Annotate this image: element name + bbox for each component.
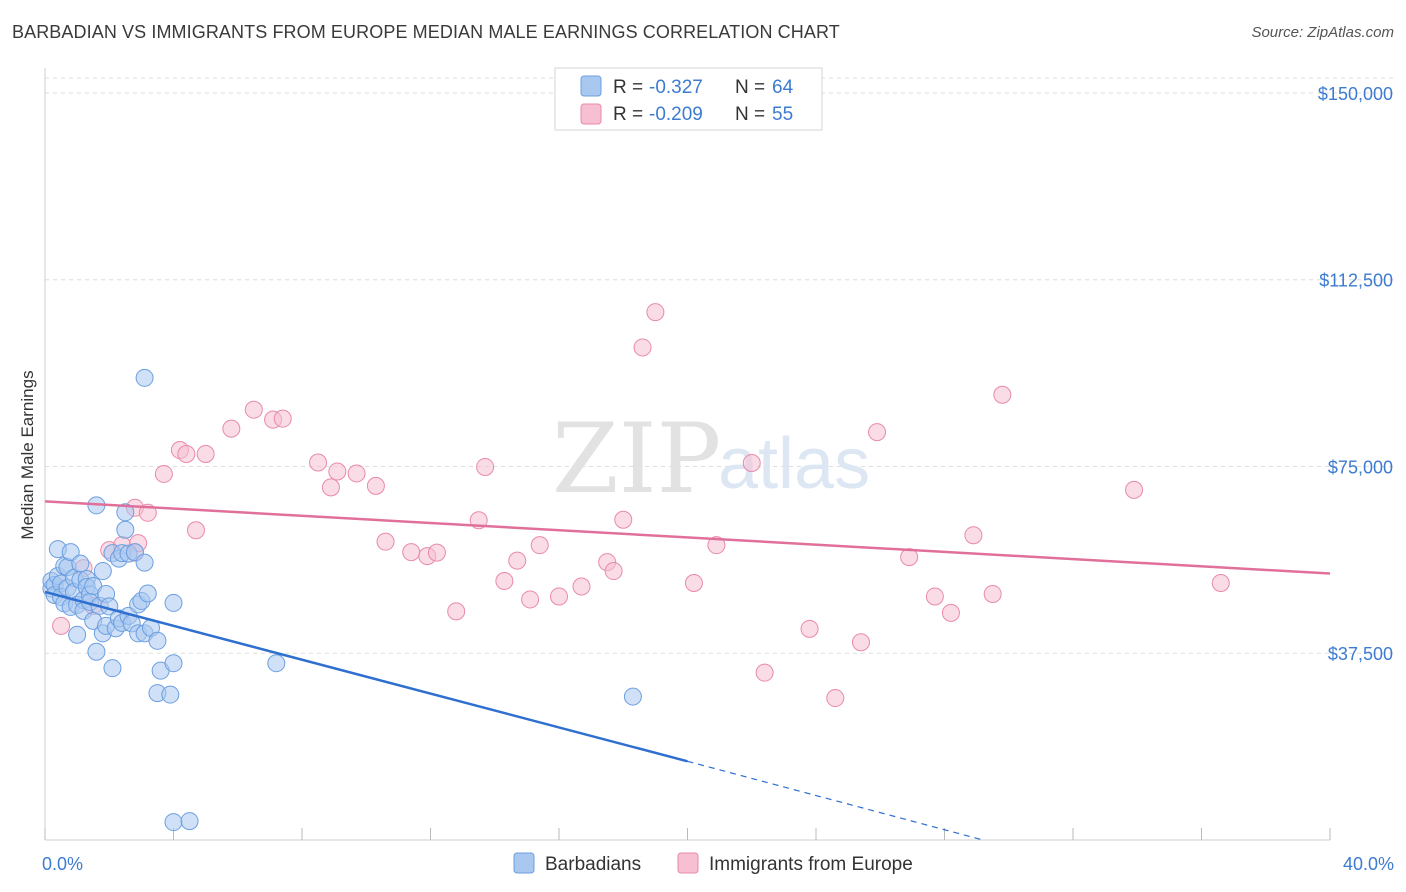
- bottom-legend: Barbadians Immigrants from Europe: [513, 852, 913, 875]
- point-immigrants-12: [186, 521, 205, 540]
- point-immigrants-45: [800, 619, 819, 638]
- y-tick-label-1: $75,000: [1328, 457, 1393, 477]
- point-immigrants-48: [868, 423, 887, 442]
- point-barbadians-37: [103, 659, 122, 678]
- point-barbadians-26: [84, 577, 103, 595]
- point-immigrants-22: [366, 476, 385, 495]
- point-immigrants-27: [447, 602, 466, 621]
- legend-r-label-1: R =: [613, 77, 643, 98]
- point-immigrants-52: [964, 526, 983, 545]
- y-tick-label-2: $112,500: [1319, 271, 1393, 291]
- point-immigrants-26: [427, 543, 446, 562]
- point-immigrants-51: [941, 603, 960, 622]
- trend-line-immigrants: [44, 500, 1331, 575]
- watermark-zip: ZIP: [552, 403, 721, 515]
- legend-r-value-2: -0.209: [649, 104, 703, 125]
- point-immigrants-44: [755, 663, 774, 682]
- point-barbadians-63: [180, 812, 199, 831]
- bottom-legend-immigrants: Immigrants from Europe: [709, 854, 913, 875]
- point-immigrants-42: [707, 536, 726, 555]
- legend-swatch-barbadians: [580, 75, 602, 97]
- point-barbadians-65: [267, 654, 286, 673]
- point-barbadians-59: [161, 685, 180, 704]
- point-barbadians-18: [71, 554, 90, 573]
- point-immigrants-30: [495, 572, 514, 591]
- bottom-legend-swatch-immigrants: [677, 852, 699, 874]
- point-barbadians-56: [148, 631, 167, 650]
- point-barbadians-17: [68, 625, 87, 644]
- point-immigrants-38: [614, 510, 633, 529]
- point-immigrants-32: [521, 590, 540, 609]
- trend-line-barbadians-extension: [687, 760, 984, 841]
- x-tick-label-max: 40.0%: [1343, 854, 1394, 874]
- axes: [44, 68, 1331, 841]
- point-immigrants-53: [983, 584, 1002, 603]
- point-barbadians-44: [116, 520, 135, 539]
- point-immigrants-46: [826, 689, 845, 708]
- point-immigrants-31: [508, 551, 527, 570]
- point-immigrants-9: [154, 464, 173, 483]
- y-axis-label: Median Male Earnings: [18, 370, 37, 539]
- point-immigrants-23: [376, 532, 395, 551]
- legend-swatch-immigrants: [580, 103, 602, 125]
- point-immigrants-14: [222, 419, 241, 438]
- point-barbadians-60: [135, 368, 154, 387]
- point-immigrants-17: [273, 409, 292, 428]
- point-immigrants-18: [309, 453, 328, 472]
- chart-title: BARBADIAN VS IMMIGRANTS FROM EUROPE MEDI…: [12, 22, 840, 42]
- point-barbadians-31: [93, 562, 112, 581]
- watermark-atlas: atlas: [718, 424, 870, 504]
- point-immigrants-56: [1211, 574, 1230, 593]
- point-immigrants-37: [604, 562, 623, 581]
- legend-n-label-1: N =: [735, 77, 765, 98]
- point-immigrants-0: [52, 616, 71, 635]
- point-immigrants-47: [851, 633, 870, 652]
- point-immigrants-21: [347, 464, 366, 483]
- y-tick-label-3: $150,000: [1318, 84, 1393, 104]
- point-barbadians-28: [87, 642, 106, 661]
- point-immigrants-20: [328, 462, 347, 481]
- trend-lines: [44, 500, 1331, 841]
- point-immigrants-34: [550, 587, 568, 606]
- y-tick-labels: $37,500 $75,000 $112,500 $150,000: [1318, 84, 1393, 664]
- point-immigrants-19: [321, 478, 340, 497]
- point-barbadians-52: [135, 553, 154, 572]
- point-immigrants-15: [244, 400, 263, 419]
- legend-n-value-1: 64: [772, 77, 794, 98]
- point-immigrants-39: [633, 338, 652, 357]
- legend-r-value-1: -0.327: [649, 77, 703, 98]
- point-barbadians-66: [623, 687, 642, 706]
- point-immigrants-35: [572, 577, 591, 596]
- point-immigrants-29: [476, 457, 495, 476]
- point-immigrants-50: [925, 587, 944, 606]
- legend-n-value-2: 55: [772, 104, 793, 125]
- legend-box: R = -0.327 N = 64 R = -0.209 N = 55: [554, 67, 823, 131]
- y-tick-label-0: $37,500: [1328, 644, 1393, 664]
- point-immigrants-54: [993, 385, 1012, 404]
- point-barbadians-61: [164, 654, 183, 673]
- point-immigrants-33: [530, 536, 549, 555]
- trend-line-barbadians: [44, 590, 688, 763]
- point-barbadians-62: [164, 813, 183, 832]
- bottom-legend-swatch-barbadians: [513, 852, 535, 874]
- point-immigrants-13: [196, 445, 215, 464]
- chart-source: Source: ZipAtlas.com: [1251, 24, 1394, 41]
- point-immigrants-40: [646, 303, 665, 322]
- legend-r-label-2: R =: [613, 104, 643, 125]
- point-immigrants-11: [177, 445, 196, 464]
- point-immigrants-24: [402, 543, 421, 562]
- bottom-legend-barbadians: Barbadians: [545, 854, 641, 875]
- point-immigrants-43: [742, 453, 761, 472]
- point-immigrants-55: [1125, 480, 1144, 499]
- x-tick-label-min: 0.0%: [42, 854, 83, 874]
- x-tick-labels: 0.0% 40.0%: [42, 854, 1394, 874]
- watermark: ZIP atlas: [552, 403, 870, 515]
- point-immigrants-49: [900, 548, 919, 567]
- point-barbadians-54: [138, 584, 157, 603]
- legend-n-label-2: N =: [735, 104, 765, 125]
- point-immigrants-41: [684, 574, 703, 593]
- point-barbadians-64: [164, 593, 183, 612]
